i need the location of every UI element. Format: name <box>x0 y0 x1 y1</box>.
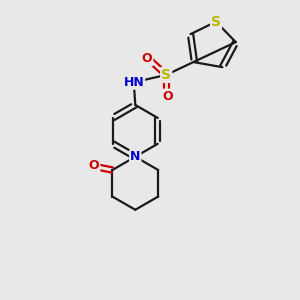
Text: N: N <box>130 150 140 163</box>
Text: O: O <box>89 159 99 172</box>
Text: S: S <box>211 15 221 29</box>
Text: HN: HN <box>123 76 144 89</box>
Text: O: O <box>142 52 152 65</box>
Text: O: O <box>162 90 173 103</box>
Text: S: S <box>161 68 171 82</box>
